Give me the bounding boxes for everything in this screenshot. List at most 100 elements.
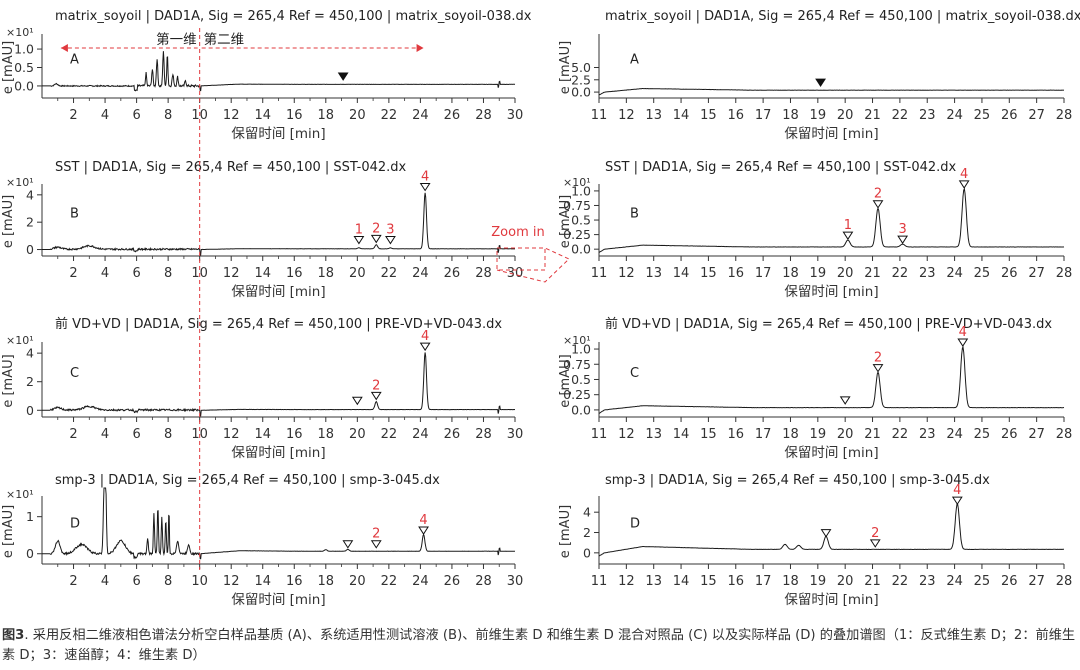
x-tick-label: 15 [700,574,717,589]
y-tick-label: 0.5 [571,213,591,228]
y-exponent-label: ×10¹ [563,176,591,189]
x-tick-label: 22 [892,108,909,123]
x-tick-label: 16 [286,574,303,589]
x-axis-label: 保留时间 [min] [231,284,325,300]
first-dim-label: 第一维 [156,31,197,48]
x-tick-label: 22 [892,266,909,281]
x-tick-label: 28 [1056,108,1073,123]
x-tick-label: 27 [1028,108,1045,123]
x-tick-label: 12 [618,266,635,281]
x-tick-label: 13 [645,108,662,123]
peak-label: 2 [372,378,380,393]
peak-marker [872,364,884,373]
y-tick-label: 1 [26,509,34,524]
y-axis-label: e [mAU] [1,195,16,248]
chromatogram-trace [42,487,516,560]
peak-label: 2 [874,351,882,366]
y-axis-label: e [mAU] [558,505,573,558]
x-axis-label: 保留时间 [min] [231,126,325,142]
x-tick-label: 26 [444,427,461,442]
peak-label: 3 [386,223,394,238]
x-tick-label: 24 [412,108,429,123]
y-tick-label: 0 [583,545,591,560]
x-tick-label: 30 [507,266,524,281]
chart-panel-b-full: SST | DAD1A, Sig = 265,4 Ref = 450,100 |… [1,160,523,300]
y-axis-label: e [mAU] [1,41,16,94]
x-axis-label: 保留时间 [min] [231,592,325,608]
x-tick-label: 12 [618,108,635,123]
peak-marker [351,396,363,406]
panel-letter: B [630,207,639,222]
peak-label: 4 [953,483,961,498]
x-tick-label: 23 [919,108,936,123]
y-tick-label: 2 [26,374,34,389]
x-axis-label: 保留时间 [min] [231,445,325,461]
peak-label: 2 [871,526,879,541]
x-tick-label: 14 [673,574,690,589]
chart-title: SST | DAD1A, Sig = 265,4 Ref = 450,100 |… [55,160,407,175]
peak-label: 2 [874,187,882,202]
peak-marker [842,231,854,241]
chart-title: 前 VD+VD | DAD1A, Sig = 265,4 Ref = 450,1… [605,316,1052,332]
zoom-arrow [496,247,570,283]
second-dim-label: 第二维 [204,31,245,48]
x-tick-label: 21 [864,427,881,442]
y-tick-label: 1.0 [14,42,34,57]
panel-letter: A [70,53,79,68]
x-tick-label: 8 [164,266,172,281]
x-tick-label: 17 [755,574,772,589]
x-axis-label: 保留时间 [min] [784,445,878,461]
x-tick-label: 10 [191,574,208,589]
x-tick-label: 16 [727,266,744,281]
x-tick-label: 23 [919,266,936,281]
x-tick-label: 30 [507,574,524,589]
chart-panel-d-full: smp-3 | DAD1A, Sig = 265,4 Ref = 450,100… [1,473,523,608]
chart-panel-b-zoom: SST | DAD1A, Sig = 265,4 Ref = 450,100 |… [558,160,1072,300]
figure-caption: 图3. 采用反相二维液相色谱法分析空白样品基质 (A)、系统适用性测试溶液 (B… [2,626,1078,666]
x-tick-label: 16 [727,574,744,589]
y-tick-label: 0.25 [563,387,591,402]
x-tick-label: 21 [864,266,881,281]
x-tick-label: 28 [475,108,492,123]
peak-label: 1 [844,218,852,233]
y-tick-label: 0 [26,403,34,418]
chart-panel-c-zoom: 前 VD+VD | DAD1A, Sig = 265,4 Ref = 450,1… [558,316,1072,461]
x-tick-label: 16 [727,108,744,123]
peak-marker [419,342,431,352]
peak-label: 4 [959,325,967,340]
x-tick-label: 25 [974,266,991,281]
chart-title: SST | DAD1A, Sig = 265,4 Ref = 450,100 |… [605,160,957,175]
x-tick-label: 26 [444,574,461,589]
x-tick-label: 8 [164,574,172,589]
y-tick-label: 1.0 [571,342,591,357]
x-tick-label: 11 [591,266,608,281]
x-tick-label: 4 [101,266,109,281]
x-tick-label: 22 [892,574,909,589]
peak-marker [957,338,969,347]
peak-marker [839,396,851,405]
y-tick-label: 4 [26,187,34,202]
x-tick-label: 4 [101,427,109,442]
y-tick-label: 4 [583,505,591,520]
x-tick-label: 18 [318,574,335,589]
y-tick-label: 0.5 [14,60,34,75]
zoom-in-label: Zoom in [491,225,544,240]
x-tick-label: 20 [837,108,854,123]
x-axis-label: 保留时间 [min] [784,592,878,608]
x-tick-label: 4 [101,108,109,123]
x-tick-label: 26 [1001,266,1018,281]
x-tick-label: 16 [727,427,744,442]
x-tick-label: 25 [974,108,991,123]
first-dim-arrow-head [60,44,68,52]
x-tick-label: 12 [223,266,240,281]
peak-marker [418,526,429,535]
panel-letter: D [630,517,640,532]
chromatogram-trace [598,345,1065,414]
peak-marker [897,235,909,245]
y-tick-label: 0 [26,546,34,561]
x-tick-label: 26 [1001,108,1018,123]
x-tick-label: 12 [223,108,240,123]
peak-label: 4 [960,167,968,182]
chart-title: matrix_soyoil | DAD1A, Sig = 265,4 Ref =… [605,9,1080,24]
peak-marker [342,540,354,549]
